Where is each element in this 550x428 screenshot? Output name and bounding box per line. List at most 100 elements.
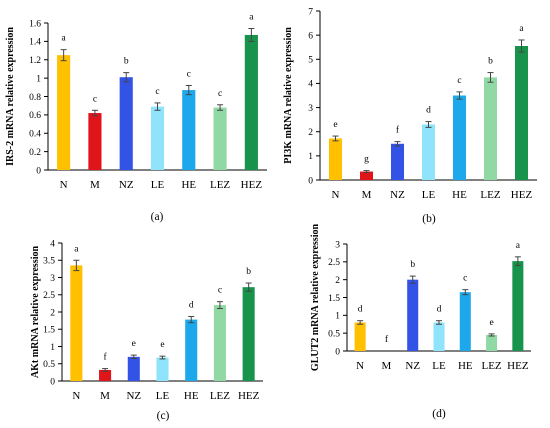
significance-letter: c xyxy=(218,89,222,99)
x-tick-label: N xyxy=(72,390,80,402)
y-tick-label: 1.4 xyxy=(29,38,41,48)
bar-n xyxy=(57,55,71,170)
significance-letter: b xyxy=(410,260,415,270)
significance-letter: c xyxy=(155,87,159,97)
x-tick-label: LE xyxy=(156,390,170,402)
y-tick-label: 0.6 xyxy=(29,111,41,121)
y-tick-label: 1 xyxy=(308,152,313,162)
y-tick-label: 4 xyxy=(50,239,55,249)
bar-m xyxy=(99,369,112,381)
y-axis-label: IRS-2 mRNA relative expression xyxy=(5,27,16,166)
bar-hez xyxy=(512,261,524,351)
y-tick-label: 1 xyxy=(36,74,41,84)
y-tick-label: 1.5 xyxy=(328,294,340,304)
chart-panel-1: 0 0.2 0.4 0.6 0.8 1 1.2 1.4 1.6 IRS-2 mRNA relati… xyxy=(5,13,267,223)
y-tick-label: 6 xyxy=(308,31,313,41)
significance-letter: e xyxy=(160,340,164,350)
y-tick-label: 2 xyxy=(335,276,340,286)
y-axis-label: PI3K mRNA relative expression xyxy=(283,27,294,164)
y-tick-label: 3 xyxy=(335,240,340,250)
y-tick-label: 0.5 xyxy=(43,360,55,370)
y-tick-label: 1.6 xyxy=(29,19,41,29)
y-tick-label: 1.2 xyxy=(29,56,41,66)
y-tick-label: 3.5 xyxy=(43,257,55,267)
y-tick-label: 0.4 xyxy=(29,130,41,140)
bar-n xyxy=(328,138,343,180)
significance-letter: a xyxy=(519,24,524,34)
significance-letter: a xyxy=(74,244,79,254)
y-tick-label: 7 xyxy=(308,7,313,17)
bar-nz xyxy=(127,356,140,381)
bar-hez xyxy=(244,34,258,170)
bar-le xyxy=(150,106,165,170)
bar-he xyxy=(452,95,467,180)
significance-letter: a xyxy=(516,241,521,251)
significance-letter: f xyxy=(385,334,389,345)
bar-lez xyxy=(483,77,498,180)
x-tick-label: NZ xyxy=(390,189,405,201)
significance-letter: e xyxy=(489,318,493,328)
x-tick-label: LEZ xyxy=(210,390,230,402)
bar-nz xyxy=(390,143,405,180)
x-tick-label: M xyxy=(100,390,110,402)
bar-n xyxy=(70,265,83,381)
bar-le xyxy=(421,124,436,180)
x-tick-label: HE xyxy=(181,179,196,191)
y-tick-label: 3 xyxy=(308,104,313,114)
significance-letter: c xyxy=(218,286,222,296)
y-tick-label: 0 xyxy=(308,176,313,186)
x-tick-label: LE xyxy=(432,360,446,372)
panel-label: (b) xyxy=(422,213,436,225)
x-tick-label: LEZ xyxy=(481,360,501,372)
bar-nz xyxy=(119,77,133,170)
x-tick-label: HE xyxy=(452,189,467,201)
x-tick-label: HEZ xyxy=(238,390,260,402)
y-tick-label: 1 xyxy=(50,343,55,353)
significance-letter: b xyxy=(124,57,129,67)
y-tick-label: 0 xyxy=(36,166,41,176)
y-tick-label: 0.2 xyxy=(29,148,41,158)
bar-le xyxy=(156,357,169,381)
x-tick-label: LE xyxy=(422,189,436,201)
bar-he xyxy=(185,319,198,381)
y-tick-label: 2.5 xyxy=(328,258,340,268)
significance-letter: c xyxy=(187,69,191,79)
x-tick-label: NZ xyxy=(405,360,420,372)
significance-letter: g xyxy=(364,155,369,165)
significance-letter: a xyxy=(249,13,254,23)
bar-m xyxy=(359,171,374,180)
x-tick-label: HE xyxy=(458,360,473,372)
bar-n xyxy=(354,322,366,351)
bar-m xyxy=(88,113,102,170)
x-tick-label: HEZ xyxy=(241,179,263,191)
x-tick-label: NZ xyxy=(119,179,134,191)
significance-letter: e xyxy=(333,120,337,130)
y-tick-label: 5 xyxy=(308,56,313,66)
y-tick-label: 0.8 xyxy=(29,93,41,103)
bar-le xyxy=(433,322,445,351)
x-tick-label: HEZ xyxy=(507,360,529,372)
y-axis-label: AKt mRNA relative expression xyxy=(30,246,41,379)
panel-label: (d) xyxy=(432,408,446,420)
chart-panel-4: 0 0.5 1 1.5 2 2.5 3 GLUT2 mRNA relative express… xyxy=(310,224,531,420)
bar-lez xyxy=(213,305,226,381)
x-tick-label: LEZ xyxy=(480,189,500,201)
significance-letter: c xyxy=(93,94,97,104)
y-tick-label: 0.5 xyxy=(328,329,340,339)
y-tick-label: 0 xyxy=(50,377,55,387)
x-tick-label: N xyxy=(60,179,68,191)
y-tick-label: 4 xyxy=(308,80,313,90)
y-tick-label: 1 xyxy=(335,312,340,322)
significance-letter: e xyxy=(132,339,136,349)
panel-label: (c) xyxy=(157,410,170,422)
panel-label: (a) xyxy=(151,211,164,223)
y-tick-label: 3 xyxy=(50,274,55,284)
significance-letter: d xyxy=(358,305,363,315)
significance-letter: b xyxy=(246,267,251,277)
bar-hez xyxy=(514,46,529,180)
x-tick-label: M xyxy=(382,360,392,372)
chart-panel-2: 0 1 2 3 4 5 6 7 PI3K mRNA relative expression e Ng… xyxy=(283,7,537,225)
bar-he xyxy=(459,292,471,351)
x-tick-label: LE xyxy=(151,179,165,191)
